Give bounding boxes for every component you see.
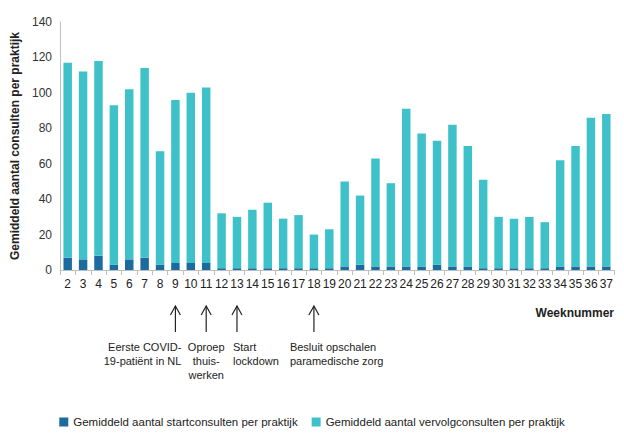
svg-text:80: 80 <box>39 121 53 135</box>
svg-text:Gemiddeld aantal vervolgconsul: Gemiddeld aantal vervolgconsulten per pr… <box>326 416 565 428</box>
svg-text:11: 11 <box>200 277 213 291</box>
svg-text:23: 23 <box>384 277 398 291</box>
svg-text:18: 18 <box>307 277 321 291</box>
svg-text:lockdown: lockdown <box>233 355 279 367</box>
svg-text:werken: werken <box>187 369 223 381</box>
svg-text:14: 14 <box>246 277 260 291</box>
svg-text:20: 20 <box>39 228 53 242</box>
svg-text:25: 25 <box>415 277 429 291</box>
svg-text:6: 6 <box>126 277 133 291</box>
svg-text:32: 32 <box>523 277 537 291</box>
svg-text:33: 33 <box>538 277 552 291</box>
svg-text:4: 4 <box>95 277 102 291</box>
svg-text:Gemiddeld aantal startconsulte: Gemiddeld aantal startconsulten per prak… <box>73 416 298 428</box>
svg-text:16: 16 <box>276 277 290 291</box>
svg-text:Eerste COVID-: Eerste COVID- <box>108 341 182 353</box>
svg-text:Oproep: Oproep <box>188 341 225 353</box>
svg-text:34: 34 <box>553 277 567 291</box>
svg-text:5: 5 <box>111 277 118 291</box>
svg-text:9: 9 <box>172 277 179 291</box>
svg-text:20: 20 <box>338 277 352 291</box>
svg-text:24: 24 <box>400 277 414 291</box>
svg-text:thuis-: thuis- <box>193 355 220 367</box>
svg-text:Start: Start <box>233 341 256 353</box>
svg-text:13: 13 <box>230 277 244 291</box>
svg-text:140: 140 <box>32 15 52 29</box>
svg-text:36: 36 <box>584 277 598 291</box>
svg-text:Weeknummer: Weeknummer <box>536 306 615 320</box>
svg-text:26: 26 <box>430 277 444 291</box>
svg-text:8: 8 <box>157 277 164 291</box>
svg-text:35: 35 <box>569 277 583 291</box>
svg-text:21: 21 <box>353 277 367 291</box>
svg-text:19-patiënt in NL: 19-patiënt in NL <box>104 355 182 367</box>
svg-text:120: 120 <box>32 50 52 64</box>
svg-text:Besluit opschalen: Besluit opschalen <box>290 341 376 353</box>
svg-text:29: 29 <box>477 277 491 291</box>
svg-text:100: 100 <box>32 86 52 100</box>
svg-text:2: 2 <box>64 277 71 291</box>
svg-text:17: 17 <box>292 277 306 291</box>
svg-text:40: 40 <box>39 192 53 206</box>
svg-text:31: 31 <box>507 277 521 291</box>
svg-text:30: 30 <box>492 277 506 291</box>
svg-text:22: 22 <box>369 277 383 291</box>
svg-text:0: 0 <box>45 263 52 277</box>
svg-text:60: 60 <box>39 157 53 171</box>
svg-text:15: 15 <box>261 277 275 291</box>
svg-text:37: 37 <box>600 277 614 291</box>
svg-text:27: 27 <box>446 277 460 291</box>
svg-text:Gemiddeld aantal consulten per: Gemiddeld aantal consulten per praktijk <box>8 32 22 260</box>
svg-text:10: 10 <box>184 277 198 291</box>
svg-text:28: 28 <box>461 277 475 291</box>
svg-text:7: 7 <box>141 277 148 291</box>
svg-text:12: 12 <box>215 277 229 291</box>
svg-text:paramedische zorg: paramedische zorg <box>290 355 384 367</box>
svg-text:3: 3 <box>80 277 87 291</box>
svg-text:19: 19 <box>323 277 337 291</box>
